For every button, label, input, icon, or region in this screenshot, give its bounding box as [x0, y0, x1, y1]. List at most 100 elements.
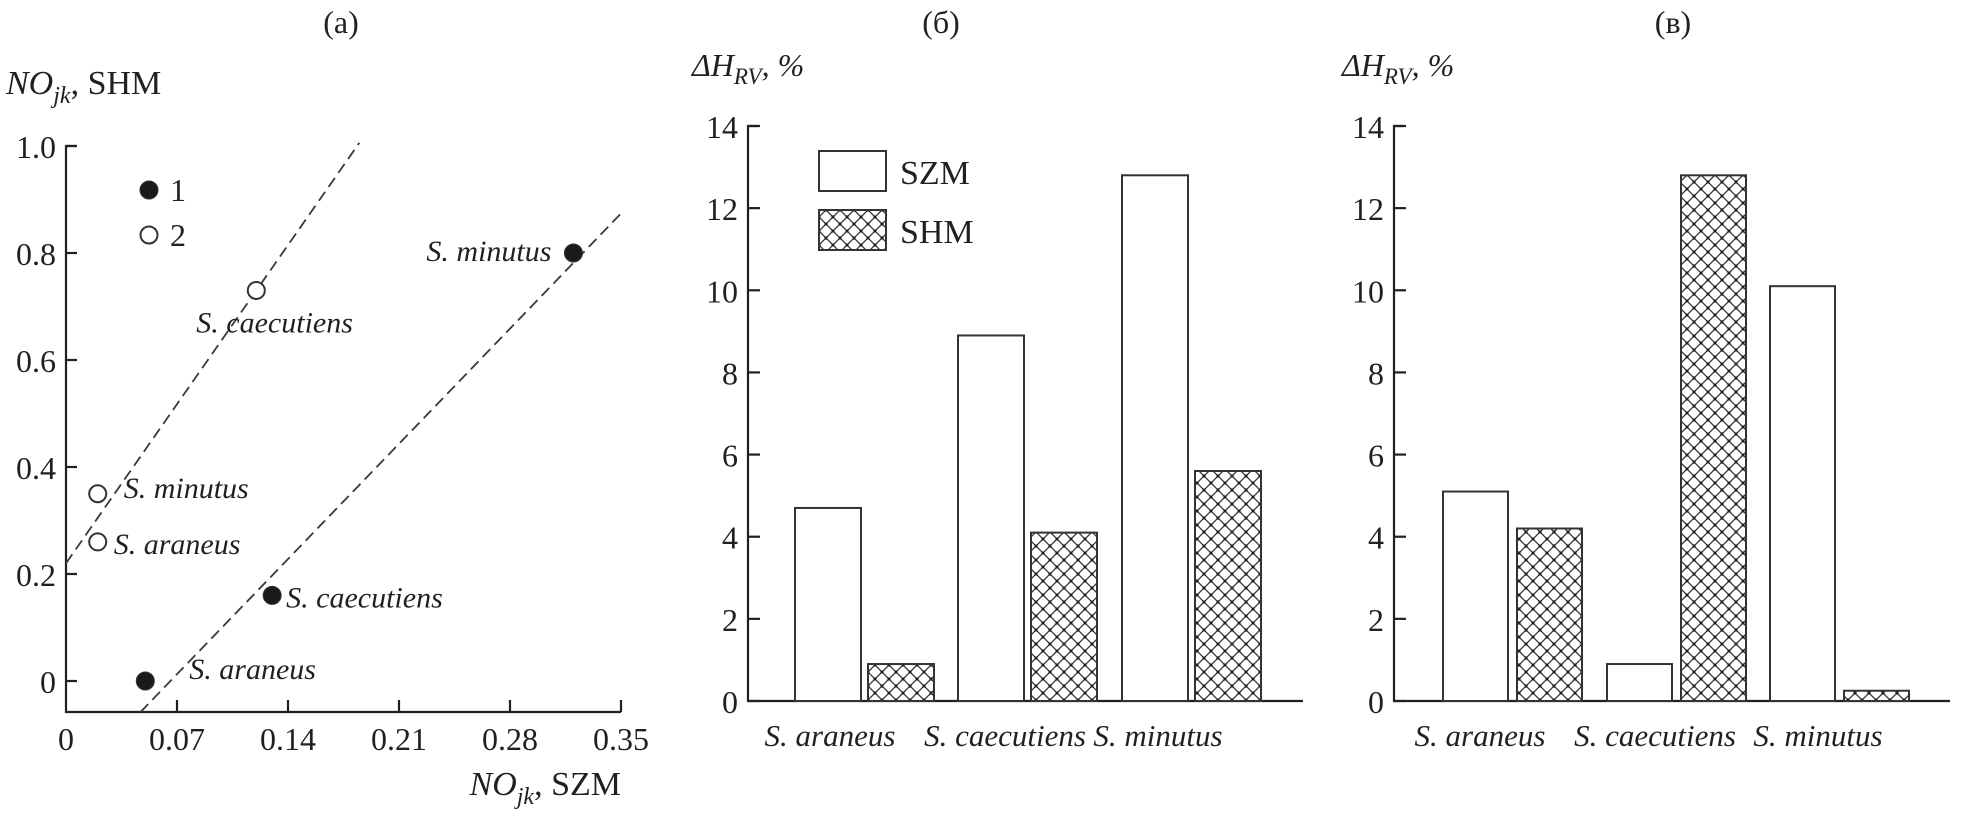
- y-tick-label: 0: [1368, 684, 1384, 720]
- y-tick-label: 0.2: [16, 557, 56, 593]
- xlabel-sub: jk: [514, 784, 535, 810]
- bar-SHM-sminutus: [1194, 470, 1262, 702]
- y-tick-label: 4: [1368, 520, 1384, 556]
- xlabel-suffix: , SZM: [534, 766, 621, 803]
- legend-label-2: 2: [170, 217, 186, 253]
- y-tick-label: 4: [722, 520, 738, 556]
- ylabel-suffix: , SHM: [71, 65, 162, 102]
- panel-a-legend: 12: [139, 172, 186, 253]
- category-label: S. minutus: [1753, 718, 1882, 753]
- x-tick-label: 0.21: [371, 721, 427, 757]
- legend-label-SZM: SZM: [900, 155, 970, 192]
- ylabel-suffix: , %: [1412, 47, 1455, 83]
- data-point-series-2: [246, 280, 266, 300]
- category-label: S. caecutiens: [1574, 718, 1736, 753]
- data-point-series-1: [262, 585, 282, 605]
- panel-b-title: (б): [922, 4, 960, 40]
- y-tick-label: 0: [722, 684, 738, 720]
- data-point-label: S. minutus: [426, 235, 551, 268]
- legend-label-1: 1: [170, 172, 186, 208]
- panel-c-axes: 0 2 4 6 8 10 12 14 S. araneus S. caecutiens S. min…: [1352, 109, 1950, 753]
- y-tick-label: 6: [1368, 438, 1384, 474]
- panel-c-y-axis-label: ΔHRV, %: [1340, 47, 1454, 89]
- panel-a-x-axis-label: NOjk, SZM: [469, 766, 621, 810]
- y-tick-label: 8: [722, 355, 738, 391]
- y-tick-label: 2: [1368, 602, 1384, 638]
- x-tick-label: 0.35: [593, 721, 649, 757]
- x-tick-label: 0.28: [482, 721, 538, 757]
- data-point-label: S. araneus: [114, 528, 241, 561]
- bar-SZM-sminutus: [1121, 174, 1189, 703]
- data-point-label: S. caecutiens: [286, 581, 443, 614]
- bar-SZM-scaecutiens: [1606, 663, 1673, 702]
- panel-a-points: S. minutus S. caecutiens S. araneus S. caec…: [88, 235, 583, 691]
- data-point-label: S. araneus: [189, 653, 316, 686]
- category-label: S. araneus: [1415, 718, 1546, 753]
- data-point-series-2: [88, 532, 108, 552]
- panel-a-trend-lines: [65, 142, 624, 713]
- legend-swatch-SZM: [818, 150, 887, 192]
- legend-swatch-SHM: [818, 209, 887, 251]
- y-tick-label: 0.6: [16, 343, 56, 379]
- bar-SZM-saraneus: [1442, 490, 1509, 702]
- bar-SZM-saraneus: [794, 506, 862, 703]
- y-tick-label: 8: [1368, 355, 1384, 391]
- trend-line-series-2: [65, 142, 361, 564]
- legend-marker-1: [139, 180, 159, 200]
- y-tick-label: 0.4: [16, 450, 56, 486]
- x-tick-label: 0.07: [149, 721, 205, 757]
- panel-a-axes: 0 0.2 0.4 0.6 0.8 1.0 0 0.07 0.14 0.21 0.28 0.35: [16, 129, 649, 757]
- y-tick-label: 1.0: [16, 129, 56, 165]
- panel-b-axes: 0 2 4 6 8 10 12 14 S. araneus S. caecutiens S. min…: [706, 109, 1303, 753]
- panel-a-title: (a): [323, 4, 359, 40]
- panel-b-legend: SZM SHM: [818, 150, 974, 251]
- y-tick-label: 14: [1352, 109, 1384, 145]
- data-point-series-1: [135, 671, 155, 691]
- bar-SZM-sminutus: [1769, 285, 1836, 702]
- y-tick-label: 10: [706, 273, 738, 309]
- legend-marker-2: [139, 225, 159, 245]
- panel-c-bars: [1442, 174, 1910, 703]
- y-tick-label: 0: [40, 664, 56, 700]
- y-tick-label: 6: [722, 438, 738, 474]
- y-tick-label: 12: [706, 191, 738, 227]
- panel-a-y-axis-label: NOjk, SHM: [5, 65, 161, 109]
- data-point-label: S. caecutiens: [196, 306, 353, 339]
- ylabel-suffix: , %: [762, 47, 805, 83]
- ylabel-main: NO: [5, 65, 53, 102]
- y-tick-label: 14: [706, 109, 738, 145]
- bar-SZM-scaecutiens: [957, 334, 1025, 702]
- data-point-label: S. minutus: [124, 472, 249, 505]
- bar-SHM-saraneus: [1516, 527, 1583, 702]
- x-tick-label: 0.14: [260, 721, 316, 757]
- y-tick-label: 10: [1352, 273, 1384, 309]
- category-label: S. caecutiens: [924, 718, 1086, 753]
- y-tick-label: 12: [1352, 191, 1384, 227]
- ylabel-main: ΔH: [1340, 47, 1386, 83]
- bar-SHM-scaecutiens: [1680, 174, 1747, 703]
- ylabel-sub: jk: [50, 83, 71, 109]
- panel-b-bar-chart: (б) ΔHRV, % 0 2 4 6 8 10 12 14 S. araneus S. caec…: [690, 4, 1303, 753]
- ylabel-sub: RV: [733, 64, 765, 89]
- data-point-series-1: [563, 243, 583, 263]
- bar-SHM-sminutus: [1843, 689, 1910, 702]
- legend-label-SHM: SHM: [900, 214, 974, 251]
- bar-SHM-scaecutiens: [1030, 531, 1098, 702]
- data-point-series-2: [88, 484, 108, 504]
- panel-c-bar-chart: (в) ΔHRV, % 0 2 4 6 8 10 12 14 S. araneus S. caec…: [1340, 4, 1950, 753]
- ylabel-main: ΔH: [690, 47, 736, 83]
- ylabel-sub: RV: [1383, 64, 1415, 89]
- panel-c-title: (в): [1655, 4, 1691, 40]
- trend-line-series-1: [139, 211, 624, 713]
- category-label: S. minutus: [1093, 718, 1222, 753]
- xlabel-main: NO: [469, 766, 517, 803]
- x-tick-label: 0: [58, 721, 74, 757]
- category-label: S. araneus: [765, 718, 896, 753]
- panel-b-bars: [794, 174, 1262, 703]
- panel-a-scatter: (a) NOjk, SHM NOjk, SZM 00.20.40.60.81.0…: [5, 4, 649, 810]
- y-tick-label: 0.8: [16, 236, 56, 272]
- panel-b-y-axis-label: ΔHRV, %: [690, 47, 804, 89]
- bar-SHM-saraneus: [867, 663, 935, 702]
- y-tick-label: 2: [722, 602, 738, 638]
